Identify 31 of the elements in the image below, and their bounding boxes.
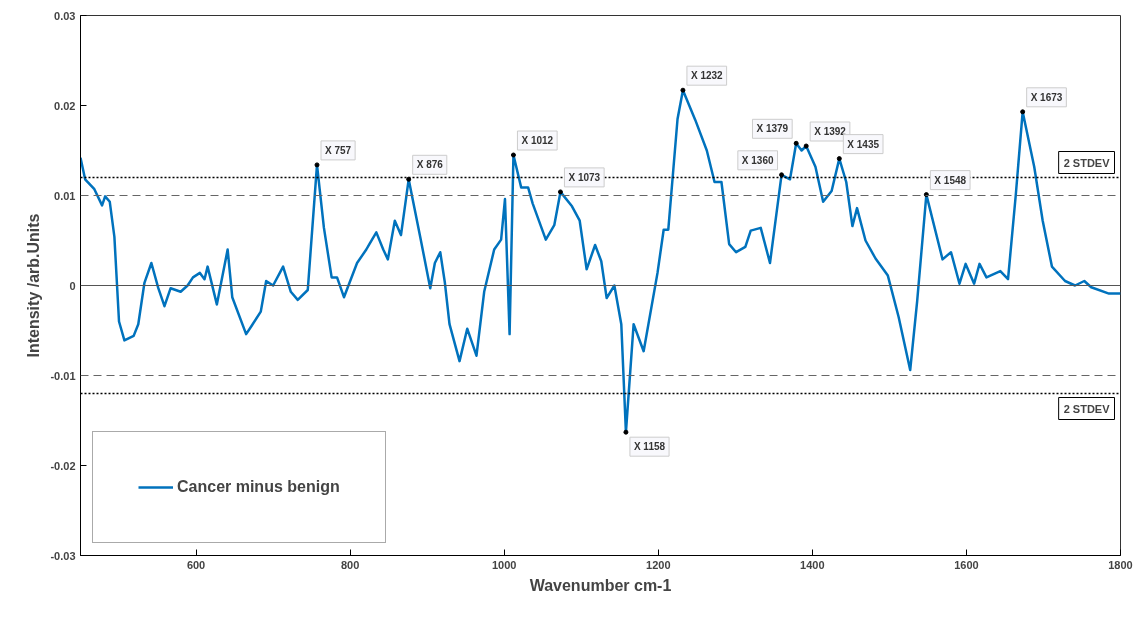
ref-line-label: 2 STDEV xyxy=(1063,402,1111,415)
annotation: X 1379 xyxy=(756,123,789,135)
annotation: X 1435 xyxy=(847,138,880,150)
annotation: X 1158 xyxy=(633,441,666,453)
y-tick-label: -0.02 xyxy=(50,459,76,472)
x-tick-label: 1800 xyxy=(1108,558,1133,571)
annotation: X 1360 xyxy=(741,154,774,166)
annotation: X 1073 xyxy=(568,171,601,183)
y-tick-label: 0 xyxy=(69,279,76,292)
x-tick-label: 1000 xyxy=(491,558,517,571)
x-tick-label: 600 xyxy=(186,558,206,571)
x-axis-title: Wavenumber cm-1 xyxy=(529,576,672,594)
x-tick-label: 1600 xyxy=(954,558,979,571)
y-tick-label: 0.02 xyxy=(54,99,76,112)
y-tick-label: -0.01 xyxy=(50,369,76,382)
legend-label: Cancer minus benign xyxy=(177,478,340,496)
y-tick-label: -0.03 xyxy=(50,549,76,562)
ref-line-label: 2 STDEV xyxy=(1063,156,1111,169)
y-tick-label: 0.03 xyxy=(54,9,76,22)
y-tick-label: 0.01 xyxy=(54,189,76,202)
annotation: X 1673 xyxy=(1030,91,1063,103)
annotation: X 1548 xyxy=(934,174,967,186)
annotation: X 757 xyxy=(325,144,352,156)
y-axis-title: Intensity /arb.Units xyxy=(25,213,43,358)
x-tick-label: 1400 xyxy=(800,558,825,571)
annotation: X 876 xyxy=(416,159,444,171)
annotation: X 1232 xyxy=(690,70,724,82)
annotation: X 1012 xyxy=(521,135,554,146)
x-tick-label: 800 xyxy=(340,558,360,571)
x-tick-label: 1200 xyxy=(646,558,671,571)
annotation: X 1392 xyxy=(814,126,847,137)
